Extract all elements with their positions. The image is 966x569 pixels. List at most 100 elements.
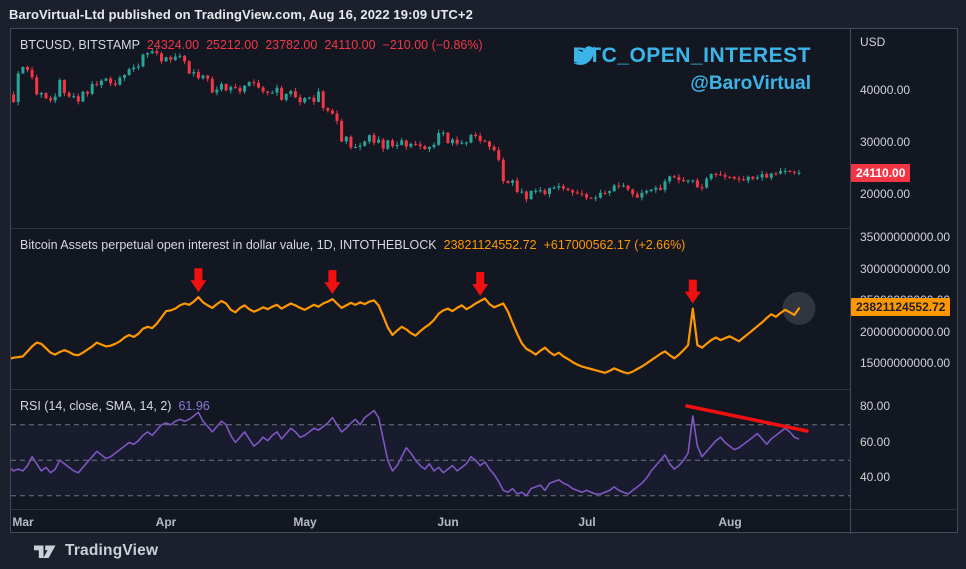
candle-body (90, 84, 94, 94)
candle-body (427, 147, 431, 150)
candle-body (243, 85, 247, 92)
price-candles-svg[interactable] (11, 29, 850, 228)
open-interest-legend[interactable]: Bitcoin Assets perpetual open interest i… (20, 238, 685, 252)
candle-body (779, 171, 782, 174)
candle-body (187, 61, 191, 74)
open-interest-pane[interactable]: Bitcoin Assets perpetual open interest i… (11, 228, 850, 390)
candle-body (594, 197, 598, 199)
candle-body (192, 72, 196, 74)
open-interest-svg[interactable] (11, 229, 850, 390)
price-pane[interactable]: BTCUSD, BITSTAMP 24324.00 25212.00 23782… (11, 29, 850, 228)
candle-body (12, 94, 16, 102)
candle-body (501, 159, 505, 182)
candle-body (169, 57, 173, 60)
twitter-bird-icon (572, 46, 596, 65)
candle-body (317, 91, 320, 102)
rsi-pane[interactable]: RSI (14, close, SMA, 14, 2) 61.96 (11, 389, 850, 510)
candle-body (150, 51, 154, 54)
candle-body (649, 189, 653, 191)
candle-body (668, 176, 672, 182)
attribution-text: BaroVirtual-Ltd published on TradingView… (9, 6, 473, 22)
candle-body (538, 190, 542, 192)
ohlc-change: −210.00 (−0.86%) (382, 38, 483, 52)
candle-body (275, 87, 279, 93)
candle-body (289, 91, 293, 94)
candle-body (488, 141, 491, 147)
candle-body (86, 91, 89, 94)
candle-body (783, 170, 787, 172)
oi-value: 23821124552.72 (443, 238, 537, 252)
ohlc-close: 24110.00 (324, 38, 376, 52)
ohlc-low: 23782.00 (265, 38, 318, 52)
candle-body (497, 150, 501, 160)
candle-body (298, 97, 302, 103)
axis-tick-label: 35000000000.00 (860, 230, 951, 244)
candle-body (284, 94, 288, 100)
candle-body (515, 180, 519, 192)
candle-body (520, 191, 524, 193)
candle-body (654, 187, 658, 190)
candle-body (123, 75, 126, 78)
candle-body (183, 55, 187, 62)
candle-body (252, 82, 256, 84)
axis-tick-label: 30000000000.00 (860, 262, 951, 276)
axis-tick-label: 30000.00 (860, 135, 911, 149)
candle-body (705, 178, 709, 188)
tradingview-wordmark[interactable]: TradingView (65, 542, 159, 559)
candle-body (631, 189, 635, 195)
candle-body (589, 197, 593, 199)
candle-body (266, 91, 270, 93)
candle-body (395, 144, 399, 147)
candle-body (524, 191, 528, 200)
candle-body (557, 186, 561, 188)
candle-body (247, 82, 251, 86)
candle-body (344, 136, 348, 142)
candle-body (663, 181, 667, 190)
candle-body (571, 190, 575, 193)
candle-body (16, 73, 20, 102)
candle-body (414, 143, 418, 145)
candle-body (233, 87, 237, 89)
candle-body (451, 139, 454, 144)
candle-body (293, 91, 297, 98)
red-trendline (685, 404, 809, 433)
candle-body (695, 180, 699, 188)
candle-body (612, 185, 616, 192)
price-scale-column[interactable]: USD 40000.00 30000.00 20000.00 35000000000.… (850, 29, 959, 534)
watermark-twitter-handle: @BaroVirtual (690, 73, 811, 94)
tradingview-logo[interactable] (34, 543, 56, 560)
rsi-legend[interactable]: RSI (14, close, SMA, 14, 2) 61.96 (20, 399, 210, 413)
candle-body (321, 91, 325, 108)
candle-body (765, 174, 769, 178)
candle-body (464, 142, 468, 144)
ohlc-open: 24324.00 (146, 38, 200, 52)
candle-body (608, 191, 612, 193)
price-legend[interactable]: BTCUSD, BITSTAMP 24324.00 25212.00 23782… (20, 38, 483, 52)
candle-body (742, 179, 746, 181)
candle-body (677, 177, 681, 180)
candle-body (21, 67, 25, 74)
candle-body (529, 191, 533, 200)
candle-body (441, 132, 445, 134)
open-interest-line (11, 296, 801, 375)
candle-body (215, 89, 219, 93)
candle-body (617, 185, 621, 187)
candle-body (95, 84, 99, 86)
time-axis[interactable]: Mar Apr May Jun Jul Aug (11, 509, 959, 535)
month-label: Jun (437, 515, 459, 529)
candle-body (446, 132, 450, 143)
rsi-svg[interactable] (11, 390, 850, 510)
candle-body (437, 133, 441, 145)
candle-body (714, 174, 718, 175)
candle-body (548, 188, 551, 195)
candle-body (622, 185, 625, 187)
candle-body (62, 79, 66, 93)
candle-body (409, 143, 413, 147)
axis-tick-label: 60.00 (860, 435, 891, 449)
axis-tick-label: 40000.00 (860, 83, 911, 97)
red-down-arrow (472, 272, 489, 296)
candle-body (400, 140, 404, 145)
candle-body (682, 180, 685, 182)
month-label: Aug (718, 515, 742, 529)
